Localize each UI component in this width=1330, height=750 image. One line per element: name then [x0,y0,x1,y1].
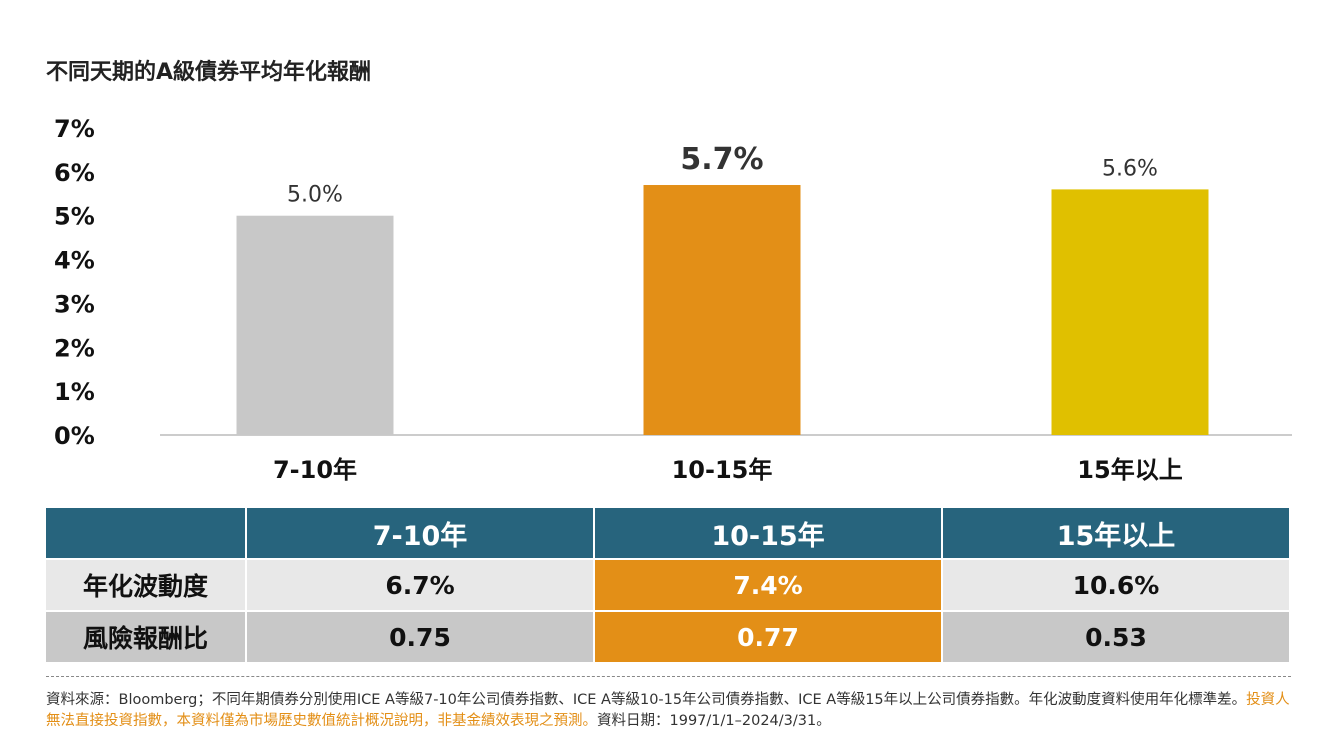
row-label-volatility: 年化波動度 [46,559,247,612]
x-tick-label: 7-10年 [273,456,357,484]
x-tick-label: 10-15年 [672,456,773,484]
bar-chart: 0% 1% 2% 3% 4% 5% 6% 7% 5.0% 5.7% 5.6% 7-10年 10-15… [54,115,1292,484]
bar-value-label: 5.0% [287,183,343,208]
stats-table: 7-10年 10-15年 15年以上 年化波動度 6.7% 7.4% 10.6%… [46,508,1291,664]
y-tick-label: 1% [54,378,95,406]
bar-3 [1051,189,1209,435]
table-row-risk-return: 風險報酬比 0.75 0.77 0.53 [46,611,1291,664]
y-tick-label: 4% [54,247,95,275]
table-cell: 6.7% [246,559,595,612]
x-axis: 7-10年 10-15年 15年以上 [273,456,1183,484]
footnote: 資料來源：Bloomberg；不同年期債券分別使用ICE A等級7-10年公司債… [46,690,1296,732]
footnote-source: 資料來源：Bloomberg；不同年期債券分別使用ICE A等級7-10年公司債… [46,692,1247,708]
table-header-row: 7-10年 10-15年 15年以上 [46,508,1291,560]
y-tick-label: 5% [54,203,95,231]
table-cell: 0.75 [246,611,595,664]
y-tick-label: 0% [54,422,95,450]
y-tick-label: 3% [54,290,95,318]
bar-value-label: 5.6% [1102,156,1158,181]
bars: 5.0% 5.7% 5.6% [236,142,1209,435]
footnote-warning: 投資人無法直接投資指數，本資料僅為市場歷史數值統計概況說明，非基金績效表現之預測… [46,692,1290,729]
bar-value-label: 5.7% [680,142,763,177]
table-header-10-15: 10-15年 [594,508,943,560]
y-tick-label: 7% [54,115,95,143]
footnote-divider [46,676,1291,677]
footnote-date: 資料日期：1997/1/1–2024/3/31。 [597,713,831,729]
table-header-7-10: 7-10年 [246,508,595,560]
table-cell: 0.53 [942,611,1291,664]
bar-1 [236,215,394,435]
table-cell: 10.6% [942,559,1291,612]
y-axis: 0% 1% 2% 3% 4% 5% 6% 7% [54,115,95,450]
table-row-volatility: 年化波動度 6.7% 7.4% 10.6% [46,559,1291,612]
table-header-corner [46,508,247,560]
x-tick-label: 15年以上 [1077,456,1182,484]
table-header-15plus: 15年以上 [942,508,1291,560]
y-tick-label: 2% [54,334,95,362]
row-label-risk-return: 風險報酬比 [46,611,247,664]
table-cell-highlight: 0.77 [594,611,943,664]
chart-title: 不同天期的A級債券平均年化報酬 [46,60,372,85]
y-tick-label: 6% [54,159,95,187]
table-cell-highlight: 7.4% [594,559,943,612]
bar-2 [643,185,801,435]
